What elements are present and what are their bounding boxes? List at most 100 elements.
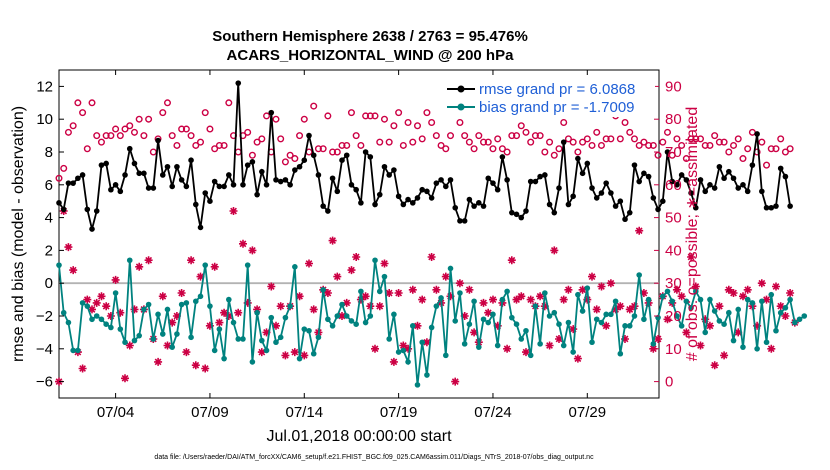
possible-obs-marker (112, 125, 120, 133)
bias-point (117, 326, 124, 332)
rmse-point (711, 185, 718, 191)
bias-point (145, 301, 152, 308)
rmse-point (721, 175, 727, 182)
bias-point (306, 327, 312, 334)
bias-point (174, 331, 180, 337)
possible-obs-marker (263, 112, 271, 120)
possible-obs-marker (366, 112, 374, 120)
assimilated-obs-marker (691, 282, 700, 291)
assimilated-obs-marker (408, 285, 417, 294)
bias-point (273, 339, 279, 346)
legend: rmse grand pr = 6.0868 bias grand pr = -… (442, 75, 655, 117)
y-right-tick-label: 40 (665, 242, 682, 259)
bias-point (664, 288, 671, 295)
bias-point (546, 313, 553, 319)
assimilated-obs-marker (739, 292, 747, 301)
bias-point (98, 316, 105, 323)
possible-obs-marker (781, 148, 789, 156)
possible-obs-marker (60, 164, 68, 172)
possible-obs-marker (730, 141, 738, 149)
bias-point (188, 334, 194, 341)
bias-point (726, 309, 732, 316)
x-tick-label: 07/29 (569, 404, 607, 421)
possible-obs-marker (687, 135, 695, 143)
rmse-point (763, 204, 770, 211)
possible-obs-marker (107, 132, 115, 140)
possible-obs-marker (574, 148, 582, 156)
possible-obs-marker (513, 132, 521, 140)
possible-obs-marker (376, 138, 384, 146)
possible-obs-marker (418, 135, 426, 143)
assimilated-obs-marker (578, 285, 587, 294)
bias-point (362, 319, 369, 326)
bias-point (777, 309, 784, 316)
possible-obs-marker (413, 122, 421, 130)
bias-point (542, 290, 548, 296)
rmse-point (749, 162, 756, 168)
rmse-point (306, 132, 312, 139)
assimilated-obs-marker (375, 302, 384, 311)
bias-point (570, 349, 576, 355)
bias-point (447, 265, 454, 272)
assimilated-obs-marker (342, 298, 351, 307)
rmse-point (697, 177, 704, 183)
rmse-point (608, 190, 614, 196)
bias-point (575, 291, 581, 298)
assimilated-obs-marker (201, 364, 210, 373)
possible-obs-marker (480, 138, 488, 146)
assimilated-obs-marker (507, 256, 516, 265)
possible-obs-marker (390, 122, 398, 130)
possible-obs-marker (395, 109, 403, 117)
rmse-point (296, 163, 303, 170)
assimilated-obs-marker (564, 285, 573, 294)
possible-obs-marker (663, 128, 671, 136)
possible-obs-marker (347, 109, 355, 117)
possible-obs-marker (678, 141, 686, 149)
bias-point (376, 288, 383, 295)
y-tick-label: −2 (36, 308, 53, 325)
possible-obs-marker (555, 145, 563, 153)
assimilated-obs-marker (97, 292, 106, 301)
rmse-point (183, 183, 190, 190)
rmse-point (249, 159, 256, 165)
bias-point (381, 273, 388, 280)
assimilated-obs-marker (168, 318, 177, 327)
rmse-point (292, 167, 298, 173)
rmse-point (367, 154, 374, 160)
possible-obs-marker (494, 135, 502, 143)
bias-point (480, 316, 487, 323)
possible-obs-marker (546, 138, 554, 146)
bias-point (796, 316, 803, 323)
bias-point (136, 332, 142, 339)
assimilated-obs-marker (729, 289, 738, 297)
assimilated-obs-marker (526, 295, 535, 304)
x-tick-label: 07/09 (191, 404, 229, 421)
bias-point (749, 300, 756, 306)
possible-obs-marker (423, 109, 431, 117)
bias-point (631, 313, 638, 319)
assimilated-obs-marker (427, 253, 436, 261)
assimilated-obs-marker (630, 302, 639, 311)
rmse-point (84, 206, 91, 213)
y-right-tick-label: 0 (665, 374, 673, 391)
possible-obs-marker (121, 125, 129, 133)
assimilated-obs-marker (772, 282, 780, 291)
possible-obs-marker (380, 115, 388, 123)
possible-obs-marker (333, 148, 341, 156)
assimilated-obs-marker (130, 305, 139, 314)
rmse-point (325, 208, 331, 214)
bias-point (457, 290, 463, 296)
assimilated-obs-marker (163, 341, 172, 350)
possible-obs-marker (659, 138, 667, 146)
rmse-point (424, 188, 430, 195)
possible-obs-marker (767, 145, 775, 153)
possible-obs-marker (531, 132, 539, 140)
rmse-point (197, 224, 204, 231)
bias-point (334, 313, 341, 319)
rmse-point (263, 182, 270, 188)
possible-obs-marker (168, 132, 176, 140)
y-right-tick-label: 60 (665, 177, 682, 194)
assimilated-obs-marker (389, 357, 398, 366)
assimilated-obs-marker (512, 295, 521, 304)
rmse-point (565, 201, 572, 208)
